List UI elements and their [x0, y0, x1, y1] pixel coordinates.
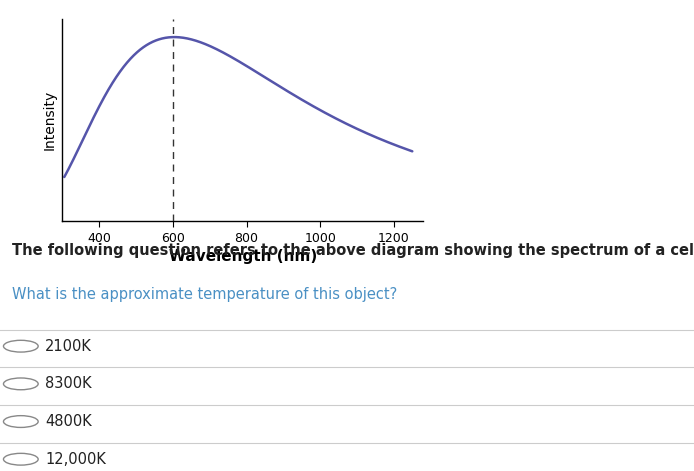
Y-axis label: Intensity: Intensity — [43, 90, 57, 150]
Text: 12,000K: 12,000K — [45, 452, 106, 467]
X-axis label: Wavelength (nm): Wavelength (nm) — [169, 249, 317, 264]
Text: 2100K: 2100K — [45, 339, 92, 354]
Text: 4800K: 4800K — [45, 414, 92, 429]
Text: The following question refers to the above diagram showing the spectrum of a cel: The following question refers to the abo… — [12, 243, 694, 258]
Text: 8300K: 8300K — [45, 376, 92, 391]
Text: What is the approximate temperature of this object?: What is the approximate temperature of t… — [12, 287, 398, 302]
